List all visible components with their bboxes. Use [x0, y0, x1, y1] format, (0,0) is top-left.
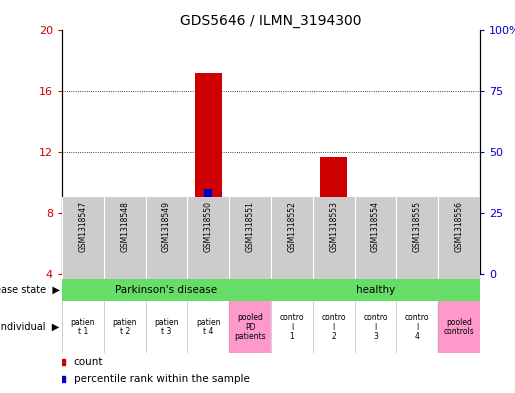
Bar — [104, 301, 146, 353]
Bar — [288, 233, 296, 242]
Bar — [195, 73, 222, 274]
Bar — [62, 279, 271, 301]
Text: disease state  ▶: disease state ▶ — [0, 285, 59, 295]
Bar — [397, 197, 438, 279]
Bar — [271, 279, 480, 301]
Text: individual  ▶: individual ▶ — [0, 322, 59, 332]
Bar — [414, 238, 421, 246]
Text: GSM1318549: GSM1318549 — [162, 201, 171, 252]
Text: patien
t 2: patien t 2 — [112, 318, 137, 336]
Bar — [404, 228, 431, 274]
Text: GSM1318556: GSM1318556 — [455, 201, 464, 252]
Bar — [438, 301, 480, 353]
Bar — [313, 197, 355, 279]
Text: contro
l
1: contro l 1 — [280, 313, 304, 341]
Text: GSM1318550: GSM1318550 — [204, 201, 213, 252]
Text: GSM1318551: GSM1318551 — [246, 201, 254, 252]
Text: patien
t 3: patien t 3 — [154, 318, 179, 336]
Bar — [104, 197, 146, 279]
Bar — [397, 301, 438, 353]
Bar — [320, 156, 347, 274]
Bar — [271, 301, 313, 353]
Bar — [438, 197, 480, 279]
Text: GSM1318548: GSM1318548 — [120, 201, 129, 252]
Text: GSM1318553: GSM1318553 — [329, 201, 338, 252]
Bar — [62, 301, 104, 353]
Bar — [445, 259, 473, 274]
Text: GSM1318547: GSM1318547 — [78, 201, 88, 252]
Bar — [62, 197, 104, 279]
Text: pooled
PD
patients: pooled PD patients — [234, 313, 266, 341]
Text: GSM1318555: GSM1318555 — [413, 201, 422, 252]
Text: contro
l
4: contro l 4 — [405, 313, 430, 341]
Bar — [455, 238, 463, 246]
Bar — [330, 228, 337, 237]
Text: Parkinson's disease: Parkinson's disease — [115, 285, 217, 295]
Bar — [146, 197, 187, 279]
Title: GDS5646 / ILMN_3194300: GDS5646 / ILMN_3194300 — [180, 14, 362, 28]
Bar — [187, 301, 229, 353]
Text: healthy: healthy — [356, 285, 395, 295]
Bar — [204, 189, 212, 198]
Text: count: count — [74, 357, 103, 367]
Text: pooled
controls: pooled controls — [444, 318, 474, 336]
Bar — [187, 197, 229, 279]
Text: percentile rank within the sample: percentile rank within the sample — [74, 374, 250, 384]
Bar — [355, 197, 397, 279]
Bar — [355, 301, 397, 353]
Text: contro
l
2: contro l 2 — [321, 313, 346, 341]
Text: GSM1318554: GSM1318554 — [371, 201, 380, 252]
Text: patien
t 1: patien t 1 — [71, 318, 95, 336]
Bar — [271, 197, 313, 279]
Bar — [313, 301, 355, 353]
Bar — [229, 301, 271, 353]
Bar — [278, 263, 305, 274]
Bar — [146, 301, 187, 353]
Bar — [229, 197, 271, 279]
Text: contro
l
3: contro l 3 — [363, 313, 388, 341]
Text: patien
t 4: patien t 4 — [196, 318, 220, 336]
Text: GSM1318552: GSM1318552 — [287, 201, 297, 252]
